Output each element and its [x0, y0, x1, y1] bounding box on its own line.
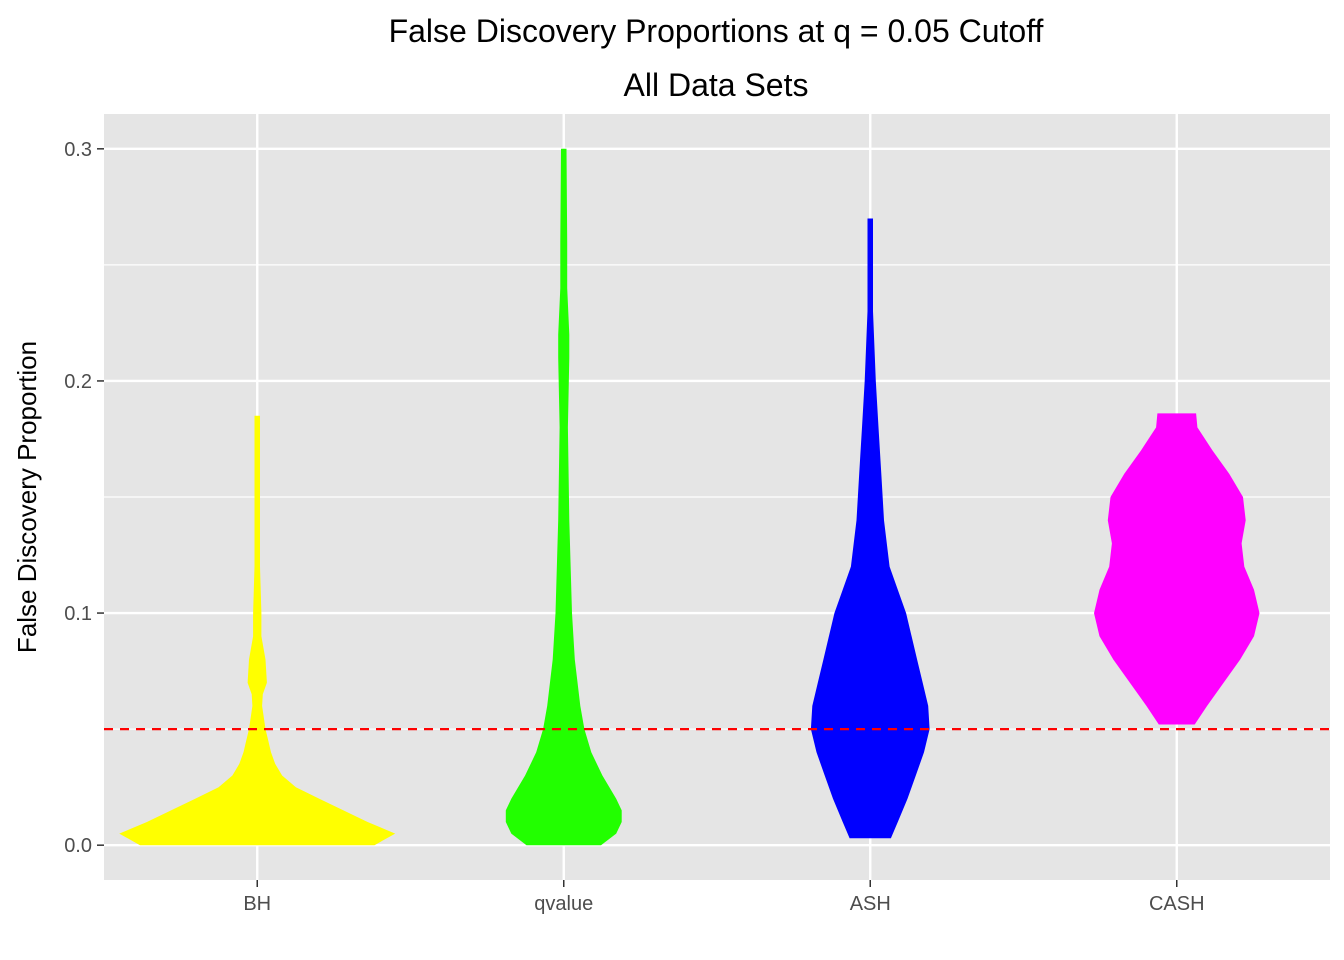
violin-qvalue: [505, 148, 622, 846]
violins: [119, 148, 1260, 846]
y-axis-ticks: 0.0 0.1 0.2 0.3: [64, 139, 104, 857]
chart-subtitle: All Data Sets: [624, 67, 809, 103]
y-tick-label: 0.2: [64, 371, 92, 393]
x-axis-ticks: BH qvalue ASH CASH: [243, 880, 1205, 915]
x-tick-label: BH: [243, 893, 271, 915]
violin-cash: [1094, 413, 1260, 725]
violin-ash: [810, 218, 930, 839]
chart-title: False Discovery Proportions at q = 0.05 …: [389, 13, 1044, 49]
y-tick-label: 0.3: [64, 139, 92, 161]
x-tick-label: CASH: [1149, 893, 1205, 915]
y-tick-label: 0.1: [64, 603, 92, 625]
x-tick-label: ASH: [850, 893, 891, 915]
x-tick-label: qvalue: [534, 893, 593, 915]
y-axis-label: False Discovery Proportion: [12, 341, 42, 653]
violin-bh: [119, 415, 396, 846]
y-tick-label: 0.0: [64, 835, 92, 857]
